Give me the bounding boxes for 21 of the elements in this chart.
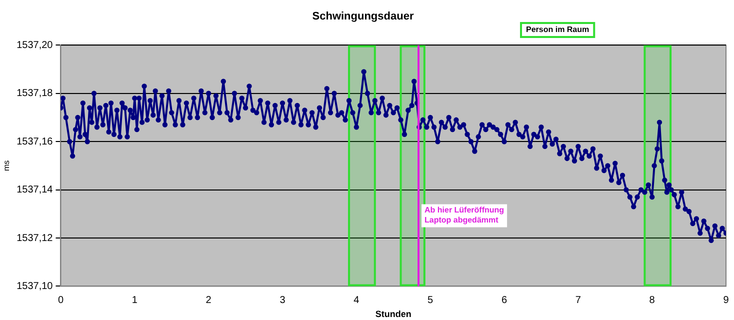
y-axis-title: ms	[2, 160, 12, 172]
x-tick-label: 8	[649, 294, 656, 306]
x-tick-label: 9	[723, 294, 730, 306]
y-tick-label: 1537,20	[16, 40, 54, 51]
y-tick-label: 1537,18	[16, 88, 54, 100]
x-tick-label: 7	[575, 294, 582, 306]
x-tick-label: 0	[58, 294, 64, 306]
y-tick-label: 1537,14	[16, 184, 54, 196]
y-tick-label: 1537,12	[16, 232, 54, 244]
chart-title: Schwingungsdauer	[312, 10, 414, 23]
x-tick-label: 6	[501, 294, 508, 306]
x-tick-label: 3	[280, 294, 286, 306]
x-tick-label: 5	[428, 294, 434, 306]
x-tick-label: 4	[354, 294, 360, 306]
x-axis-title: Stunden	[375, 309, 412, 320]
ref-line-label: Ab hier Lüferöffnung Laptop abgedämmt	[424, 205, 504, 224]
y-tick-label: 1537,10	[16, 280, 54, 292]
x-tick-label: 1	[132, 294, 138, 306]
y-tick-label: 1537,16	[16, 136, 54, 148]
text: Person im Raum	[526, 25, 590, 34]
x-tick-label: 2	[206, 294, 212, 306]
